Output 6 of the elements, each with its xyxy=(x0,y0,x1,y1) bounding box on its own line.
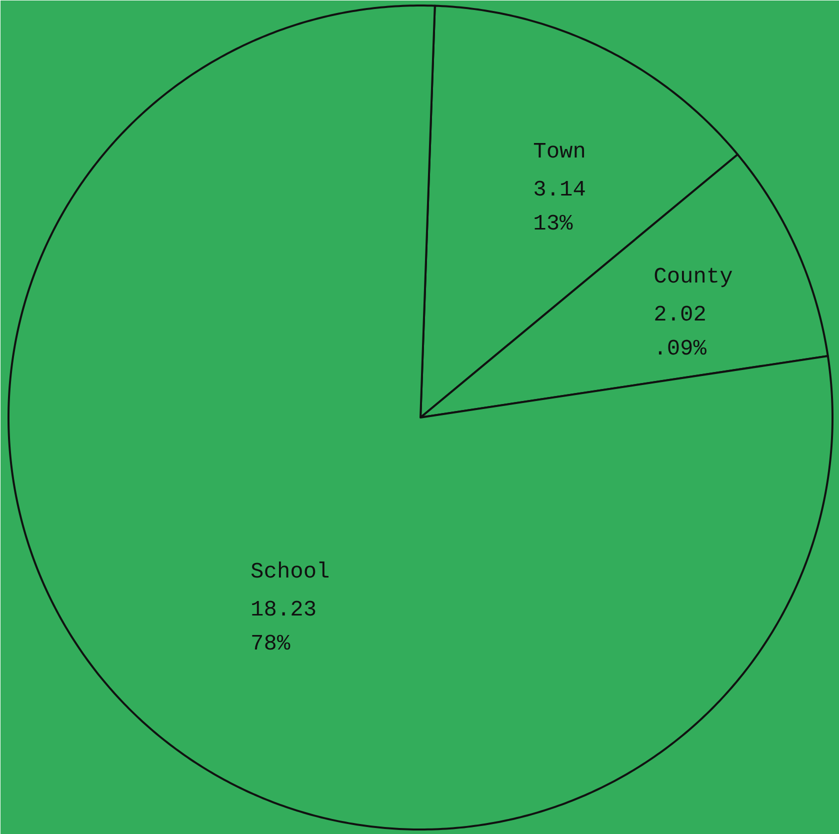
data-label: 18.23 78% xyxy=(250,598,317,657)
data-label: 3.14 13% xyxy=(533,178,586,237)
slice-label: Town xyxy=(533,140,586,165)
slice-label: County xyxy=(654,264,733,290)
slice-label: School xyxy=(250,560,330,585)
data-label: 2.02 .09% xyxy=(654,302,708,362)
